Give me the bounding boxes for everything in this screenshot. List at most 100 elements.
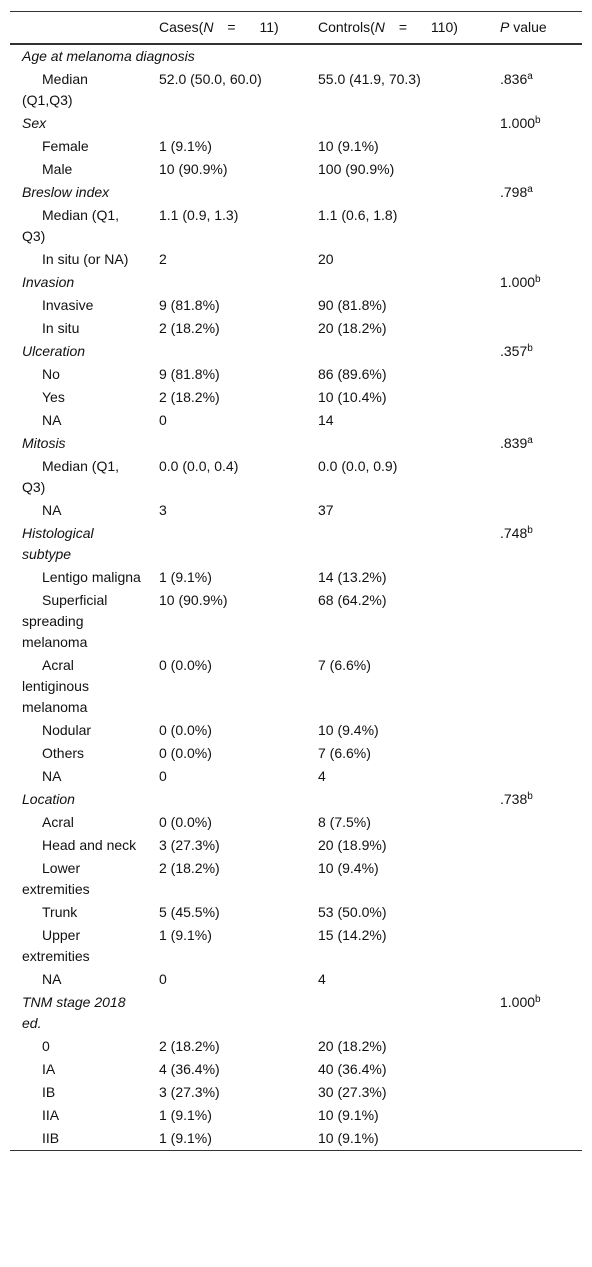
row-label: IIA <box>42 1107 60 1123</box>
item-row: IA 4 (36.4%) 40 (36.4%) <box>10 1058 582 1081</box>
group-title: Location <box>22 791 75 807</box>
p-note: b <box>527 791 533 802</box>
p-value-cell <box>500 363 582 386</box>
controls-cell: 10 (9.4%) <box>318 722 379 738</box>
header-var: N <box>203 19 214 35</box>
controls-cell: 90 (81.8%) <box>318 297 387 313</box>
p-note: a <box>527 435 533 446</box>
p-value: .748 <box>500 525 528 541</box>
p-value-cell <box>500 455 582 499</box>
controls-cell: 15 (14.2%) <box>318 927 387 943</box>
row-label: 0 <box>42 1038 50 1054</box>
cases-cell: 2 (18.2%) <box>159 389 220 405</box>
item-row: Yes 2 (18.2%) 10 (10.4%) <box>10 386 582 409</box>
group-title: Ulceration <box>22 343 86 359</box>
header-text: Cases( <box>159 19 204 35</box>
cases-cell: 52.0 (50.0, 60.0) <box>159 71 262 87</box>
cases-cell: 3 <box>159 502 167 518</box>
p-value-cell <box>500 765 582 788</box>
p-value: .798 <box>500 184 528 200</box>
cases-cell: 9 (81.8%) <box>159 366 220 382</box>
controls-cell: 10 (9.1%) <box>318 1107 379 1123</box>
cases-cell: 1 (9.1%) <box>159 1107 212 1123</box>
cases-cell: 0 (0.0%) <box>159 745 212 761</box>
p-note: b <box>535 274 541 285</box>
row-label: Median (Q1,Q3) <box>22 71 88 108</box>
group-row: Age at melanoma diagnosis <box>10 44 582 68</box>
item-row: 0 2 (18.2%) 20 (18.2%) <box>10 1035 582 1058</box>
header-cases: Cases(N = 11) <box>159 11 318 45</box>
row-label: In situ (or NA) <box>42 251 129 267</box>
controls-cell: 4 <box>318 768 326 784</box>
group-title: Mitosis <box>22 435 66 451</box>
row-label: Head and neck <box>42 837 137 853</box>
p-value-cell: 1.000b <box>500 991 582 1035</box>
p-value-cell <box>500 1127 582 1151</box>
group-title: Invasion <box>22 274 75 290</box>
cases-cell: 10 (90.9%) <box>159 161 228 177</box>
row-label: NA <box>42 768 62 784</box>
item-row: NA 0 4 <box>10 968 582 991</box>
p-value-cell <box>500 294 582 317</box>
p-value-cell <box>500 499 582 522</box>
group-title: Sex <box>22 115 47 131</box>
controls-cell: 7 (6.6%) <box>318 657 371 673</box>
cases-cell: 10 (90.9%) <box>159 592 228 608</box>
row-label: NA <box>42 412 62 428</box>
cases-cell: 9 (81.8%) <box>159 297 220 313</box>
cases-cell: 0 (0.0%) <box>159 722 212 738</box>
item-row: Lower extremities 2 (18.2%) 10 (9.4%) <box>10 857 582 901</box>
row-label: Acral lentiginous melanoma <box>22 657 89 715</box>
empty-cell <box>318 112 500 135</box>
p-value-cell <box>500 968 582 991</box>
empty-cell <box>159 991 318 1035</box>
table-body: Age at melanoma diagnosis Median (Q1,Q3) 5… <box>10 44 582 1151</box>
row-label: Median (Q1, Q3) <box>22 207 120 244</box>
cases-cell: 2 (18.2%) <box>159 860 220 876</box>
header-n: 110) <box>430 19 458 35</box>
p-value-cell <box>500 901 582 924</box>
p-value-cell <box>500 204 582 248</box>
controls-cell: 10 (9.1%) <box>318 138 379 154</box>
p-value-cell <box>500 135 582 158</box>
controls-cell: 10 (9.4%) <box>318 860 379 876</box>
empty-cell <box>318 991 500 1035</box>
p-note: a <box>527 71 533 82</box>
header-var: N <box>374 19 385 35</box>
header-eq: = <box>398 19 408 35</box>
item-row: Trunk 5 (45.5%) 53 (50.0%) <box>10 901 582 924</box>
header-blank <box>10 11 159 45</box>
row-label: IB <box>42 1084 56 1100</box>
controls-cell: 53 (50.0%) <box>318 904 387 920</box>
controls-cell: 20 (18.2%) <box>318 320 387 336</box>
header-var: P <box>500 19 510 35</box>
controls-cell: 86 (89.6%) <box>318 366 387 382</box>
item-row: Others 0 (0.0%) 7 (6.6%) <box>10 742 582 765</box>
header-text: value <box>509 19 547 35</box>
empty-cell <box>159 271 318 294</box>
cases-cell: 1 (9.1%) <box>159 1130 212 1146</box>
p-value-cell: 1.000b <box>500 112 582 135</box>
cases-cell: 0 (0.0%) <box>159 814 212 830</box>
item-row: Invasive 9 (81.8%) 90 (81.8%) <box>10 294 582 317</box>
group-row: Mitosis .839a <box>10 432 582 455</box>
header-row: Cases(N = 11) Controls(N = 110) P value <box>10 11 582 45</box>
table-header: Cases(N = 11) Controls(N = 110) P value <box>10 11 582 45</box>
item-row: Lentigo maligna 1 (9.1%) 14 (13.2%) <box>10 566 582 589</box>
group-title: Age at melanoma diagnosis <box>22 48 195 64</box>
controls-cell: 55.0 (41.9, 70.3) <box>318 71 421 87</box>
row-label: Others <box>42 745 85 761</box>
cases-cell: 0 (0.0%) <box>159 657 212 673</box>
controls-cell: 20 <box>318 251 334 267</box>
p-value-cell <box>500 924 582 968</box>
cases-cell: 1 (9.1%) <box>159 569 212 585</box>
cases-cell: 2 (18.2%) <box>159 1038 220 1054</box>
item-row: Upper extremities 1 (9.1%) 15 (14.2%) <box>10 924 582 968</box>
header-controls: Controls(N = 110) <box>318 11 500 45</box>
p-value-cell: .836a <box>500 68 582 112</box>
controls-cell: 20 (18.2%) <box>318 1038 387 1054</box>
p-note: b <box>535 994 541 1005</box>
empty-cell <box>159 340 318 363</box>
cases-cell: 3 (27.3%) <box>159 1084 220 1100</box>
p-value-cell: .748b <box>500 522 582 566</box>
